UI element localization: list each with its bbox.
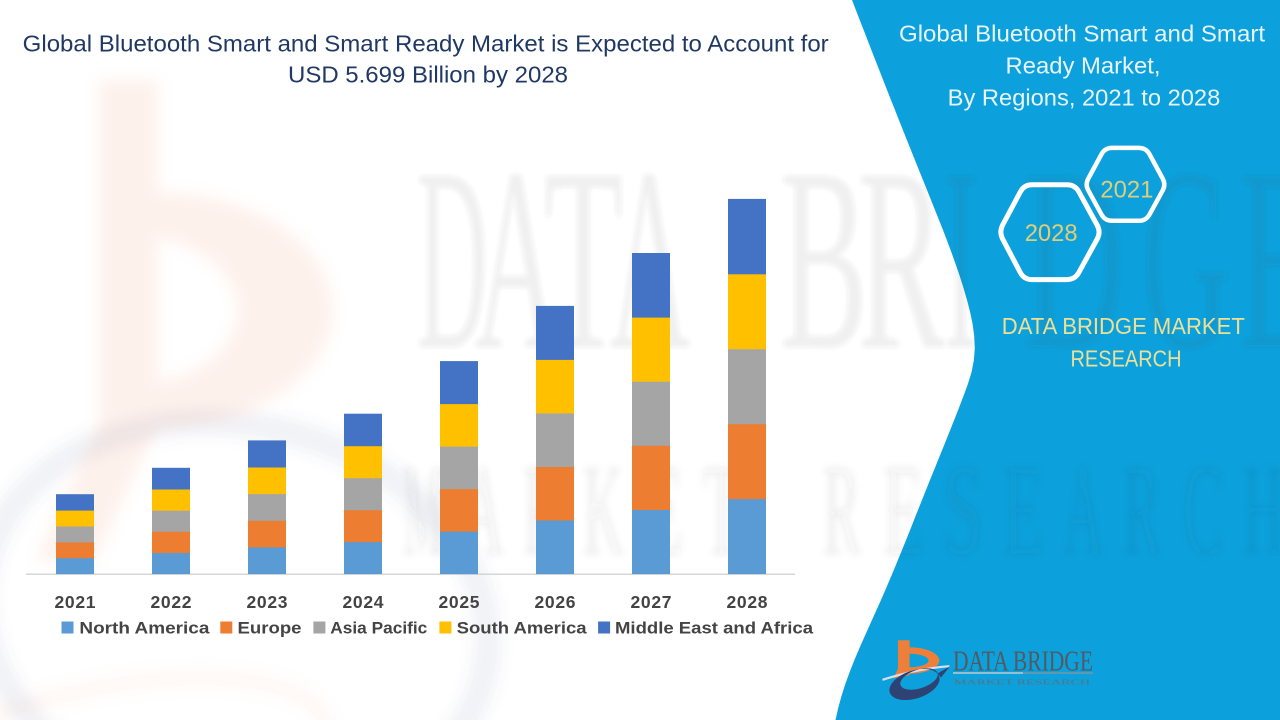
svg-text:RESEARCH: RESEARCH [1071,346,1182,372]
svg-text:Europe: Europe [238,619,302,637]
svg-text:2025: 2025 [439,592,480,612]
svg-text:B: B [780,115,868,404]
svg-text:C: C [1183,438,1223,583]
svg-text:2021: 2021 [1100,176,1153,203]
svg-text:I: I [944,115,978,404]
svg-text:2023: 2023 [247,592,288,612]
svg-text:M: M [403,439,443,583]
svg-text:Asia Pacific: Asia Pacific [330,619,427,637]
svg-text:E: E [1003,439,1043,583]
svg-text:E: E [883,439,923,583]
svg-text:Middle East and Africa: Middle East and Africa [615,619,814,637]
svg-text:2027: 2027 [631,592,672,612]
svg-text:Global Bluetooth Smart and Sma: Global Bluetooth Smart and Smart [899,21,1266,47]
svg-text:2026: 2026 [535,592,576,612]
svg-text:A: A [1063,437,1103,583]
svg-text:Global Bluetooth Smart and Sma: Global Bluetooth Smart and Smart Ready M… [23,30,829,56]
svg-text:By Regions, 2021 to 2028: By Regions, 2021 to 2028 [948,84,1221,110]
svg-text:USD 5.699 Billion by 2028: USD 5.699 Billion by 2028 [288,62,568,88]
svg-text:K: K [583,437,623,583]
svg-text:R: R [858,114,945,404]
svg-text:2028: 2028 [727,592,768,612]
svg-text:D: D [1023,116,1125,404]
svg-text:E: E [1240,115,1280,404]
svg-text:DATA BRIDGE: DATA BRIDGE [953,646,1093,678]
svg-text:S: S [943,438,983,583]
svg-text:South America: South America [457,619,588,637]
svg-text:2028: 2028 [1025,220,1078,247]
svg-text:MARKET RESEARCH: MARKET RESEARCH [954,678,1091,687]
svg-text:2021: 2021 [55,592,96,612]
svg-text:R: R [1123,437,1160,583]
svg-text:D: D [417,114,488,404]
svg-text:2022: 2022 [151,592,192,612]
svg-text:DATA BRIDGE MARKET: DATA BRIDGE MARKET [1002,313,1245,339]
svg-text:2024: 2024 [343,592,384,612]
svg-text:R: R [823,437,860,583]
svg-text:North America: North America [79,619,210,637]
svg-text:H: H [1243,437,1280,583]
svg-text:Ready Market,: Ready Market, [1006,53,1161,79]
